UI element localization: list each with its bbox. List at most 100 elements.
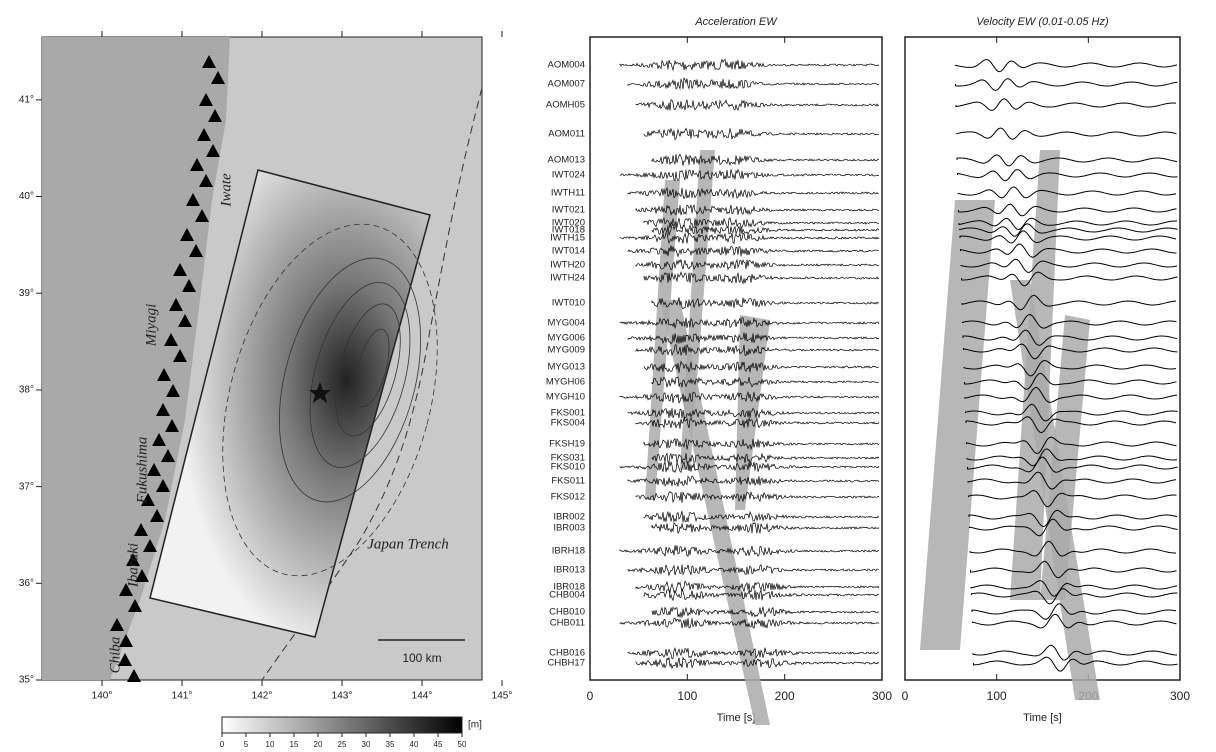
station-label: FKS010 xyxy=(551,462,585,473)
station-label: AOMH05 xyxy=(546,100,585,111)
waveform xyxy=(651,376,879,388)
waveform xyxy=(970,580,1178,597)
lat-tick-label: 37° xyxy=(19,481,34,492)
waveform xyxy=(958,203,1177,217)
station-marker xyxy=(186,193,200,206)
colorbar-tick-label: 20 xyxy=(314,740,323,749)
station-marker xyxy=(173,349,187,362)
station-label: FKSH19 xyxy=(549,439,585,450)
waveform xyxy=(651,223,880,236)
waveform xyxy=(651,452,880,464)
station-label: MYG013 xyxy=(548,362,586,373)
fault-plane xyxy=(149,169,431,638)
station-label: IBR013 xyxy=(553,565,585,576)
station-marker xyxy=(152,433,166,446)
lon-tick-label: 143° xyxy=(332,691,353,702)
station-marker xyxy=(206,144,220,157)
waveform xyxy=(619,460,880,474)
station-marker xyxy=(195,209,209,222)
waveform xyxy=(643,360,880,373)
station-label: FKS004 xyxy=(551,418,585,429)
colorbar xyxy=(221,716,463,734)
waveform xyxy=(635,343,880,357)
station-marker xyxy=(126,553,140,566)
station-label: MYG004 xyxy=(548,318,586,329)
waveform xyxy=(635,656,880,670)
waveform xyxy=(955,98,1177,111)
lat-tick-label: 39° xyxy=(19,288,34,299)
waveform xyxy=(627,77,880,90)
panel-title: Velocity EW (0.01-0.05 Hz) xyxy=(976,16,1109,28)
station-marker xyxy=(197,128,211,141)
lat-tick-label: 36° xyxy=(19,578,34,589)
waveform xyxy=(967,456,1178,473)
station-label: IBR003 xyxy=(553,523,585,534)
station-label: MYG006 xyxy=(548,333,586,344)
station-label: IWT020 xyxy=(552,218,585,229)
station-marker xyxy=(202,55,216,68)
panel-title: Acceleration EW xyxy=(694,16,778,28)
waveform xyxy=(968,490,1177,508)
station-label: IWT014 xyxy=(552,246,585,257)
station-label: FKS031 xyxy=(551,453,585,464)
waveform xyxy=(962,314,1177,329)
station-label: FKS011 xyxy=(551,476,585,487)
waveform xyxy=(965,403,1178,422)
waveform xyxy=(972,644,1178,661)
stations-map xyxy=(110,55,225,682)
station-label: FKS012 xyxy=(551,492,585,503)
station-label: IWTH15 xyxy=(550,233,585,244)
waveform xyxy=(643,510,880,523)
waveform xyxy=(627,475,880,487)
waveform xyxy=(956,154,1178,167)
station-label: IBR018 xyxy=(553,582,585,593)
waveform xyxy=(627,407,880,419)
waveform xyxy=(965,416,1177,434)
waveform xyxy=(964,372,1177,390)
waveform xyxy=(619,168,880,182)
station-label: IWTH24 xyxy=(550,273,585,284)
x-axis-label: Time [s] xyxy=(717,712,756,724)
x-tick-label: 100 xyxy=(987,689,1007,703)
waveform xyxy=(635,490,880,504)
station-label: IBR002 xyxy=(553,512,585,523)
region-label: Miyagi xyxy=(143,304,159,348)
waveform xyxy=(619,545,880,558)
waveform xyxy=(969,518,1178,537)
lat-tick-label: 41° xyxy=(19,94,34,105)
waveform xyxy=(619,391,880,404)
station-marker xyxy=(182,279,196,292)
waveform xyxy=(971,588,1178,605)
station-marker xyxy=(161,449,175,462)
waveform xyxy=(651,153,880,167)
station-marker xyxy=(169,298,183,311)
station-marker xyxy=(135,569,149,582)
epicenter xyxy=(309,382,331,403)
waveform xyxy=(959,223,1178,237)
station-label: IWTH11 xyxy=(551,188,585,199)
station-marker xyxy=(119,583,133,596)
lon-tick-label: 140° xyxy=(92,691,113,702)
lat-tick-label: 40° xyxy=(19,191,34,202)
colorbar-tick-label: 5 xyxy=(244,740,249,749)
station-marker xyxy=(150,509,164,522)
waveform xyxy=(957,168,1178,182)
region-label: Ibaraki xyxy=(125,543,141,588)
waveform xyxy=(635,416,880,429)
waveform xyxy=(966,448,1178,467)
lon-tick-label: 142° xyxy=(252,691,273,702)
station-label: IWT024 xyxy=(552,170,585,181)
station-label: IBRH18 xyxy=(552,546,585,557)
colorbar-tick-label: 15 xyxy=(290,740,299,749)
waveform xyxy=(627,332,880,345)
station-marker xyxy=(156,479,170,492)
lon-tick-label: 141° xyxy=(172,691,193,702)
waveform xyxy=(962,329,1178,346)
colorbar-tick-label: 25 xyxy=(338,740,347,749)
waveform xyxy=(954,58,1178,73)
station-label: CHB016 xyxy=(549,648,585,659)
station-marker xyxy=(189,244,203,257)
waveform xyxy=(651,521,880,534)
station-label: IWT018 xyxy=(552,225,585,236)
